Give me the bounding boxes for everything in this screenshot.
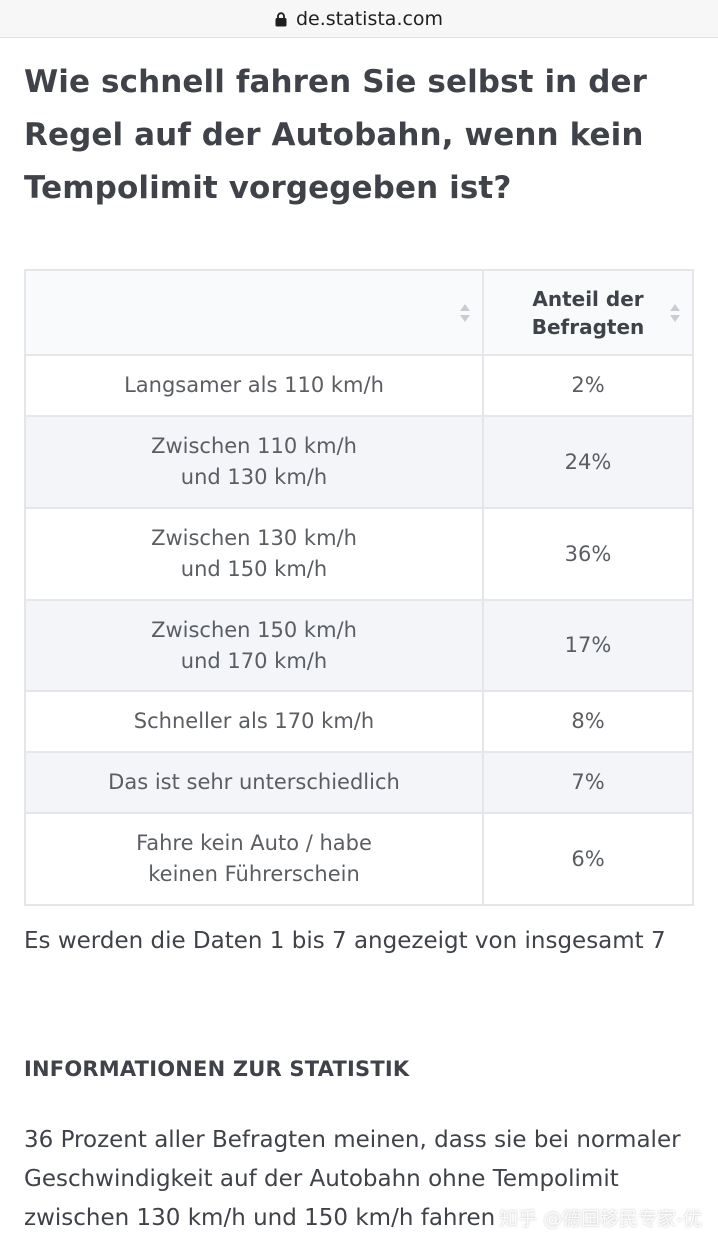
page-title: Wie schnell fahren Sie selbst in der Reg…: [24, 64, 648, 206]
info-text: 36 Prozent aller Befragten meinen, dass …: [24, 1127, 681, 1231]
table-row: Das ist sehr unterschiedlich 7%: [24, 751, 694, 814]
table-row: Zwischen 130 km/h und 150 km/h 36%: [24, 507, 694, 601]
row-label: Zwischen 150 km/h und 170 km/h: [24, 599, 484, 692]
row-value: 8%: [482, 690, 694, 753]
row-label: Fahre kein Auto / habe keinen Führersche…: [24, 812, 484, 906]
pagination-info: Es werden die Daten 1 bis 7 angezeigt vo…: [24, 928, 666, 954]
sort-icon[interactable]: [669, 302, 681, 324]
row-value: 36%: [482, 507, 694, 601]
info-heading: INFORMATIONEN ZUR STATISTIK: [24, 1057, 410, 1081]
table-row: Langsamer als 110 km/h 2%: [24, 354, 694, 417]
url-text: de.statista.com: [295, 7, 444, 30]
column-header-share[interactable]: Anteil der Befragten: [482, 269, 694, 356]
watermark: 知乎 @德国移民专家-优: [499, 1208, 702, 1230]
column-header-label: Anteil der Befragten: [531, 286, 645, 339]
row-value: 6%: [482, 812, 694, 906]
row-label: Schneller als 170 km/h: [24, 690, 484, 753]
row-label: Zwischen 110 km/h und 130 km/h: [24, 415, 484, 509]
row-value: 17%: [482, 599, 694, 692]
table-row: Zwischen 110 km/h und 130 km/h 24%: [24, 415, 694, 509]
row-label: Zwischen 130 km/h und 150 km/h: [24, 507, 484, 601]
row-value: 7%: [482, 751, 694, 814]
table-row: Fahre kein Auto / habe keinen Führersche…: [24, 812, 694, 906]
address-bar[interactable]: de.statista.com: [0, 0, 718, 38]
row-label: Das ist sehr unterschiedlich: [24, 751, 484, 814]
lock-icon: [275, 12, 287, 27]
sort-icon[interactable]: [459, 302, 471, 324]
row-label: Langsamer als 110 km/h: [24, 354, 484, 417]
column-header-category[interactable]: [24, 269, 484, 356]
row-value: 2%: [482, 354, 694, 417]
table-header-row: Anteil der Befragten: [24, 269, 694, 356]
table-row: Zwischen 150 km/h und 170 km/h 17%: [24, 599, 694, 692]
statistics-table: Anteil der Befragten Langsamer als 110 k…: [24, 269, 694, 906]
table-row: Schneller als 170 km/h 8%: [24, 690, 694, 753]
row-value: 24%: [482, 415, 694, 509]
